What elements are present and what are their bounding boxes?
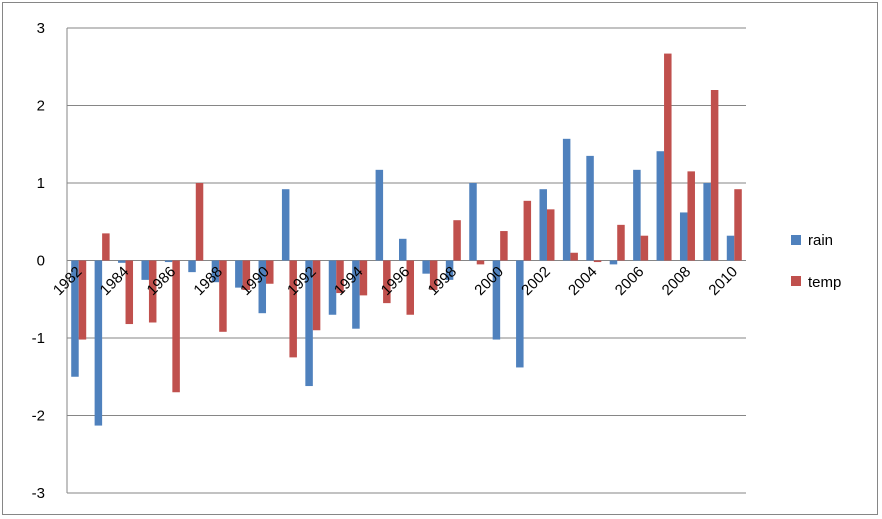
- bar-rain-1992: [305, 260, 313, 387]
- bar-rain-2008: [679, 212, 688, 261]
- bar-rain-1983: [94, 260, 103, 426]
- legend-label-rain: rain: [808, 232, 833, 249]
- x-tick-label: 2008: [659, 263, 695, 299]
- bar-temp-2005: [617, 224, 625, 261]
- bar-temp-1993: [336, 260, 344, 294]
- bar-temp-2000: [500, 231, 508, 261]
- bar-temp-2006: [640, 235, 649, 261]
- bar-temp-1988: [219, 260, 227, 332]
- bar-rain-2009: [703, 183, 711, 261]
- bar-temp-1990: [266, 260, 274, 284]
- bar-temp-1992: [312, 260, 321, 331]
- bar-rain-1990: [258, 260, 267, 314]
- bar-rain-2002: [539, 189, 547, 261]
- bar-temp-1982: [78, 260, 87, 340]
- legend-swatch-temp: [791, 276, 801, 286]
- bar-temp-1984: [125, 260, 134, 325]
- bar-rain-1994: [352, 260, 360, 329]
- bar-rain-1996: [399, 238, 407, 261]
- bar-temp-1996: [406, 260, 414, 315]
- bar-rain-1988: [211, 260, 220, 283]
- bar-temp-2001: [523, 200, 532, 261]
- bar-rain-2007: [656, 151, 665, 261]
- y-tick-label: -1: [32, 330, 45, 347]
- bar-rain-1989: [235, 260, 243, 288]
- bar-rain-1986: [164, 260, 173, 263]
- x-tick-label: 2006: [612, 263, 648, 299]
- bar-temp-1986: [172, 260, 180, 393]
- bar-temp-1991: [289, 260, 297, 358]
- bar-temp-2009: [710, 90, 719, 261]
- gridlines: [66, 27, 746, 494]
- bars: [71, 53, 742, 426]
- bar-rain-2000: [492, 260, 501, 340]
- bar-temp-1985: [148, 260, 157, 323]
- bar-rain-1984: [118, 260, 126, 263]
- bar-rain-1999: [469, 183, 477, 261]
- bar-temp-1987: [195, 183, 204, 261]
- x-tick-label: 2004: [565, 263, 601, 299]
- x-tick-label: 2010: [706, 263, 742, 299]
- bar-rain-1985: [141, 260, 149, 280]
- bar-rain-2006: [633, 169, 641, 261]
- bar-temp-1994: [359, 260, 368, 296]
- bar-rain-1995: [375, 169, 384, 261]
- bar-temp-1997: [429, 260, 438, 290]
- bar-temp-1989: [242, 260, 251, 290]
- bar-temp-2003: [570, 252, 578, 261]
- y-tick-label: 1: [37, 175, 45, 192]
- y-tick-label: 0: [37, 253, 45, 270]
- bar-temp-1983: [102, 233, 110, 261]
- bar-temp-2004: [593, 260, 602, 263]
- bar-temp-1999: [476, 260, 485, 265]
- bar-rain-2010: [726, 235, 735, 261]
- y-tick-label: -2: [32, 408, 45, 425]
- bar-rain-2004: [586, 155, 594, 261]
- bar-temp-2010: [734, 189, 742, 261]
- bar-temp-2002: [546, 209, 555, 261]
- y-tick-label: 3: [37, 20, 45, 37]
- bar-rain-1991: [281, 189, 290, 261]
- bar-temp-1998: [453, 220, 461, 261]
- bar-rain-2003: [562, 138, 571, 261]
- bar-rain-2001: [516, 260, 524, 368]
- legend-label-temp: temp: [808, 274, 841, 291]
- bar-temp-1995: [383, 260, 391, 304]
- bar-rain-1997: [422, 260, 430, 274]
- bar-rain-2005: [609, 260, 618, 265]
- y-tick-label: 2: [37, 98, 45, 115]
- bar-temp-2007: [664, 53, 672, 261]
- legend-swatch-rain: [791, 235, 801, 245]
- y-axis-ticks: -3 -2 -1 0 1 2 3: [32, 20, 45, 502]
- bar-temp-2008: [687, 171, 695, 261]
- bar-rain-1987: [188, 260, 196, 273]
- x-tick-label: 2000: [471, 263, 507, 299]
- bar-rain-1982: [71, 260, 79, 377]
- legend: rain temp: [791, 232, 841, 291]
- bar-rain-1998: [445, 260, 454, 280]
- bar-rain-1993: [328, 260, 337, 315]
- y-tick-label: -3: [32, 485, 45, 502]
